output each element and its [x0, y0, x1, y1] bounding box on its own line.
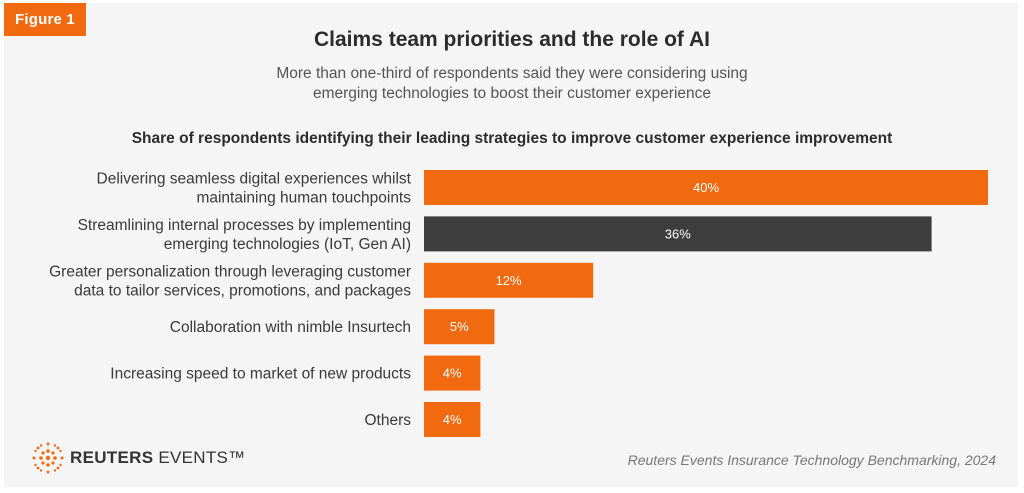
category-label-3: Collaboration with nimble Insurtech: [170, 319, 411, 336]
bar-value-label-3: 5%: [450, 319, 469, 334]
category-label-1-line-1: emerging technologies (IoT, Gen AI): [164, 236, 411, 253]
category-label-2-line-0: Greater personalization through leveragi…: [49, 263, 411, 280]
bar-5: [424, 402, 481, 437]
bar-value-label-2: 12%: [496, 273, 522, 288]
bar-1: [424, 216, 932, 252]
chart-title: Share of respondents identifying their l…: [131, 130, 893, 147]
category-label-1-line-0: Streamlining internal processes by imple…: [78, 217, 411, 234]
category-label-2-line-1: data to tailor services, promotions, and…: [74, 282, 411, 299]
page-title: Claims team priorities and the role of A…: [314, 28, 710, 51]
bar-2: [424, 262, 594, 298]
bar-value-label-5: 4%: [443, 412, 462, 427]
category-label-4: Increasing speed to market of new produc…: [110, 366, 411, 383]
reuters-logo-icon: [32, 442, 64, 474]
bar-4: [424, 355, 481, 391]
category-label-5: Others: [364, 412, 411, 429]
bar-value-label-4: 4%: [443, 366, 462, 381]
category-label-0-line-0: Delivering seamless digital experiences …: [97, 171, 412, 188]
brand-name: REUTERS EVENTS™: [70, 448, 246, 467]
bar-0: [424, 170, 988, 205]
source-note: Reuters Events Insurance Technology Benc…: [627, 452, 996, 468]
page-subtitle: More than one-third of respondents said …: [276, 65, 748, 102]
bar-value-label-1: 36%: [665, 226, 691, 241]
bar-value-label-0: 40%: [693, 180, 719, 195]
figure-label: Figure 1: [4, 3, 86, 36]
bar-3: [424, 309, 495, 345]
category-label-0-line-1: maintaining human touchpoints: [196, 190, 411, 207]
